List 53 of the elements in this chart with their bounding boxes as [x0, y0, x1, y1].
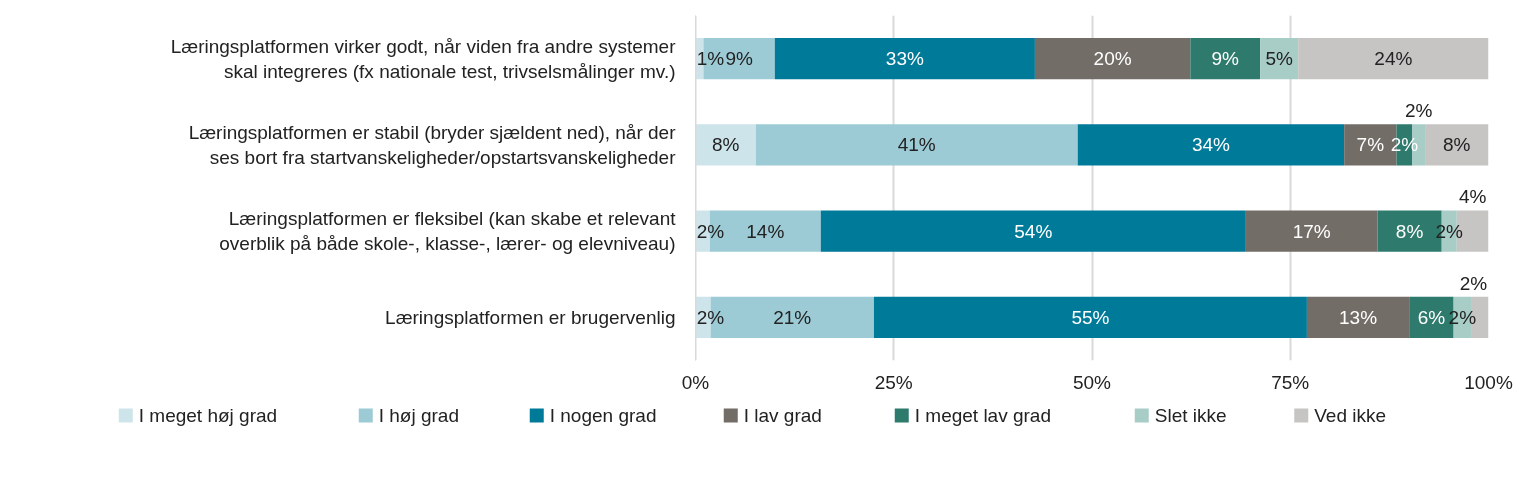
data-label: 13%: [1339, 306, 1378, 328]
legend-label: Ved ikke: [1314, 405, 1387, 426]
bar: [774, 37, 1035, 80]
data-label: 24%: [1374, 48, 1413, 70]
bar: [1425, 124, 1489, 166]
bar: [1298, 37, 1489, 80]
bar: [873, 296, 1307, 339]
bar: [1190, 37, 1261, 80]
data-label: 1%: [696, 48, 725, 70]
data-label: 2%: [1459, 272, 1488, 294]
data-label: 5%: [1265, 48, 1293, 70]
bar: [1306, 296, 1410, 339]
legend-label: Slet ikke: [1154, 405, 1227, 426]
data-label: 8%: [1443, 134, 1471, 156]
data-label: 33%: [885, 48, 924, 70]
legend-label: I lav grad: [743, 405, 822, 426]
y-tick-label: Læringsplatformen virker godt, når viden fra andre systemer skal integreres (fx nationale test, trivselsmålinger mv.): [170, 35, 677, 82]
legend-label: I meget lav grad: [914, 405, 1051, 426]
bar: [820, 210, 1246, 252]
x-tick-label: 0%: [681, 371, 710, 393]
data-label: 8%: [711, 134, 740, 156]
data-label: 54%: [1014, 220, 1053, 242]
data-label: 2%: [696, 220, 725, 242]
data-label: 4%: [1458, 186, 1487, 208]
bar: [755, 124, 1078, 166]
x-tick-label: 50%: [1072, 371, 1112, 393]
data-label: 55%: [1071, 306, 1110, 328]
bar: [1077, 124, 1345, 166]
x-tick-label: 75%: [1271, 371, 1310, 393]
x-tick-label: 100%: [1464, 371, 1513, 393]
data-label: 8%: [1395, 220, 1424, 242]
legend-label: I meget høj grad: [138, 405, 278, 426]
data-label: 34%: [1191, 134, 1231, 156]
data-label: 41%: [897, 134, 936, 156]
data-label: 17%: [1292, 220, 1331, 242]
data-label: 6%: [1417, 306, 1446, 328]
data-label: 2%: [1404, 100, 1433, 122]
data-label: 20%: [1093, 48, 1132, 70]
data-label: 7%: [1356, 134, 1385, 156]
bar: [1245, 210, 1378, 252]
data-label: 21%: [773, 306, 812, 328]
y-tick-label: Læringsplatformen er brugervenlig: [385, 306, 676, 328]
data-label: 9%: [1211, 48, 1240, 70]
y-tick-label: Læringsplatformen er stabil (bryder sjældent ned), når der ses bort fra startvanskeligheder/opstartsvanskeligheder: [188, 121, 677, 168]
bar: [1034, 37, 1191, 80]
bar: [695, 124, 756, 166]
y-tick-label: Læringsplatformen er fleksibel (kan skabe et relevant overblik på både skole-, klasse-, lærer- og elevniveau): [219, 208, 677, 255]
x-tick-label: 25%: [874, 371, 913, 393]
data-label: 14%: [746, 220, 785, 242]
data-label: 9%: [725, 48, 753, 70]
legend-label: I høj grad: [378, 405, 460, 426]
data-label: 2%: [696, 306, 725, 328]
legend-label: I nogen grad: [549, 405, 657, 426]
